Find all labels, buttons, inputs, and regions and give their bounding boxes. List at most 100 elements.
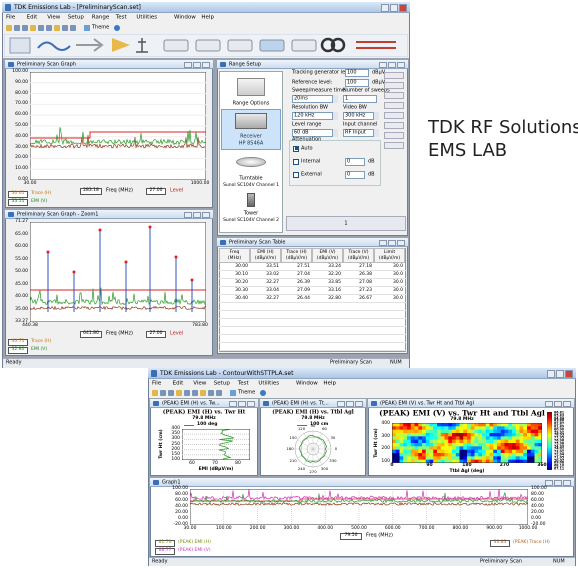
window-control[interactable] — [379, 61, 387, 68]
field-value[interactable]: 120 kHz — [294, 112, 315, 119]
toolbar-button[interactable] — [22, 25, 28, 31]
field-value[interactable]: 20ms — [294, 95, 308, 102]
window-control[interactable] — [545, 479, 553, 486]
window-control[interactable] — [397, 61, 405, 68]
device-label[interactable]: Sunol SC104V Channel 2 — [223, 217, 279, 223]
window-control[interactable] — [193, 211, 201, 218]
window-control[interactable] — [388, 239, 396, 246]
toolbar-label[interactable]: Theme — [238, 389, 256, 396]
window-control[interactable] — [554, 479, 562, 486]
toolbar-button[interactable] — [6, 25, 12, 31]
menu-item[interactable]: Window — [174, 14, 196, 21]
device-label[interactable]: Turntable — [239, 175, 263, 182]
window-control[interactable] — [563, 400, 571, 407]
field-value[interactable]: 0 — [347, 171, 351, 178]
input-field[interactable] — [345, 171, 365, 179]
field-value[interactable]: 60 dB — [294, 129, 309, 136]
field-value[interactable]: 100 — [347, 79, 357, 86]
checkbox[interactable] — [293, 172, 299, 178]
dropdown-button[interactable] — [332, 112, 338, 120]
side-control[interactable] — [384, 102, 404, 109]
toolbar-button[interactable] — [46, 25, 52, 31]
toolbar-button[interactable] — [54, 25, 60, 31]
field-value[interactable]: 100 — [347, 69, 357, 76]
side-control[interactable] — [384, 132, 404, 139]
toolbar-button[interactable] — [216, 390, 222, 396]
toolbar-button[interactable] — [30, 25, 36, 31]
side-control[interactable] — [384, 72, 404, 79]
input-field[interactable] — [345, 79, 369, 87]
toolbar-button[interactable] — [38, 25, 44, 31]
window-control[interactable] — [545, 400, 553, 407]
window-control[interactable] — [202, 211, 210, 218]
side-control[interactable] — [384, 92, 404, 99]
menu-item[interactable]: Utilities — [136, 14, 158, 21]
menu-item[interactable]: Range — [91, 14, 110, 21]
toolbar-button[interactable] — [168, 390, 174, 396]
device-label[interactable]: Receiver — [240, 133, 262, 140]
toolbar-button[interactable] — [208, 390, 214, 396]
toolbar-button[interactable] — [230, 390, 236, 396]
menu-item[interactable]: Help — [323, 380, 336, 387]
toolbar-button[interactable] — [84, 25, 90, 31]
dropdown-button[interactable] — [373, 129, 379, 137]
window-control[interactable] — [390, 3, 398, 12]
window-control[interactable] — [381, 3, 389, 12]
toolbar-button[interactable] — [114, 25, 120, 31]
menu-item[interactable]: File — [6, 14, 16, 21]
menu-item[interactable]: View — [47, 14, 61, 21]
device-label[interactable]: Sunol SC104V Channel 1 — [223, 182, 279, 188]
window-control[interactable] — [397, 239, 405, 246]
window-control[interactable] — [184, 61, 192, 68]
toolbar-button[interactable] — [200, 390, 206, 396]
window-control[interactable] — [565, 369, 573, 378]
toolbar-button[interactable] — [184, 390, 190, 396]
window-control[interactable] — [202, 61, 210, 68]
menu-item[interactable]: File — [152, 380, 162, 387]
dropdown-button[interactable] — [332, 95, 338, 103]
field-value[interactable]: 300 kHz — [345, 112, 366, 119]
menu-item[interactable]: Setup — [67, 14, 84, 21]
device-label[interactable]: Range Options — [232, 100, 270, 107]
checkbox[interactable] — [293, 159, 299, 165]
toolbar-button[interactable] — [160, 390, 166, 396]
dropdown-button[interactable] — [373, 112, 379, 120]
window-control[interactable] — [346, 400, 354, 407]
input-field[interactable] — [345, 69, 369, 77]
toolbar-button[interactable] — [192, 390, 198, 396]
field-value[interactable]: RF Input — [345, 129, 366, 136]
window-control[interactable] — [193, 61, 201, 68]
window-control[interactable] — [238, 400, 246, 407]
toolbar-button[interactable] — [62, 25, 68, 31]
window-control[interactable] — [337, 400, 345, 407]
menu-item[interactable]: Edit — [26, 14, 38, 21]
window-control[interactable] — [556, 369, 564, 378]
device-label[interactable]: HP 8546A — [238, 140, 264, 147]
menu-item[interactable]: Edit — [172, 380, 184, 387]
window-control[interactable] — [247, 400, 255, 407]
checkbox-label[interactable]: Auto — [301, 145, 313, 152]
menu-item[interactable]: View — [193, 380, 207, 387]
menu-item[interactable]: Setup — [213, 380, 230, 387]
window-control[interactable] — [355, 400, 363, 407]
device-label[interactable]: Tower — [243, 210, 259, 217]
menu-item[interactable]: Window — [296, 380, 318, 387]
menu-item[interactable]: Help — [201, 14, 214, 21]
window-control[interactable] — [547, 369, 555, 378]
checkbox-label[interactable]: External — [301, 171, 322, 178]
field-value[interactable]: 1 — [345, 95, 349, 102]
menu-item[interactable]: Utilities — [258, 380, 280, 387]
window-control[interactable] — [379, 239, 387, 246]
window-control[interactable] — [184, 211, 192, 218]
toolbar-button[interactable] — [14, 25, 20, 31]
window-control[interactable] — [388, 61, 396, 68]
input-field[interactable] — [345, 158, 365, 166]
input-field[interactable] — [343, 95, 377, 103]
dropdown-button[interactable] — [332, 129, 338, 137]
toolbar-label[interactable]: Theme — [92, 24, 110, 31]
window-control[interactable] — [554, 400, 562, 407]
window-control[interactable] — [399, 3, 407, 12]
toolbar-button[interactable] — [152, 390, 158, 396]
side-control[interactable] — [384, 142, 404, 149]
window-control[interactable] — [563, 479, 571, 486]
